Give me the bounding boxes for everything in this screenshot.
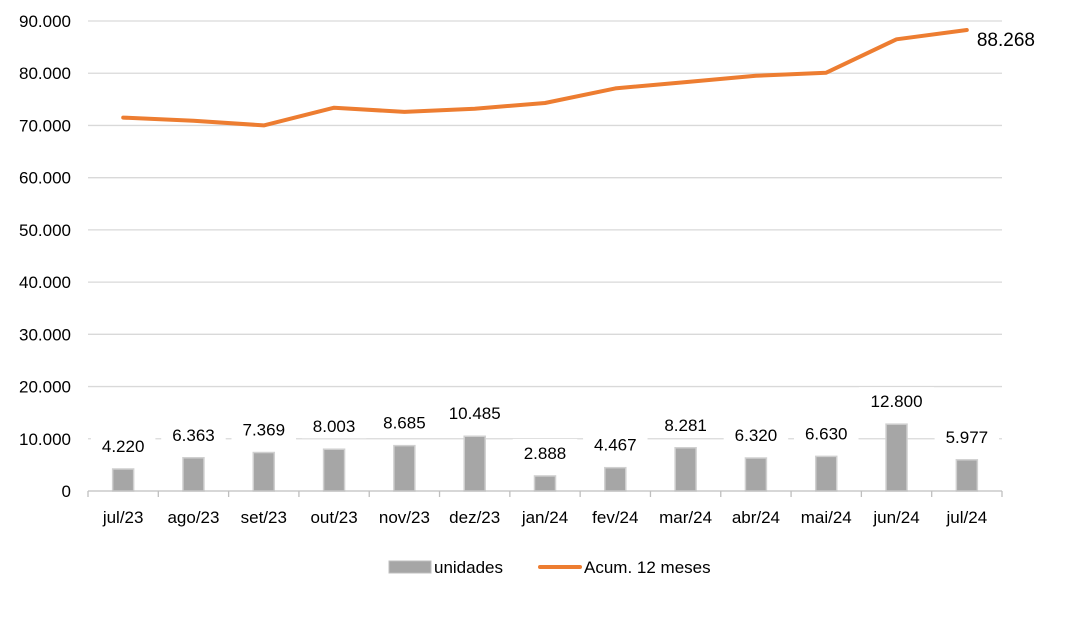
x-tick-label: fev/24	[592, 508, 638, 527]
bar-label-bg	[653, 410, 718, 437]
y-tick-label: 60.000	[19, 169, 71, 188]
bar-data-label: 8.281	[664, 416, 707, 435]
legend-swatch-unidades	[388, 560, 432, 574]
bar	[604, 466, 627, 492]
bar-data-label: 10.485	[449, 404, 501, 423]
x-tick-label: jul/24	[946, 508, 988, 527]
bar-data-label: 6.363	[172, 426, 215, 445]
y-tick-label: 10.000	[19, 430, 71, 449]
legend-label-acum: Acum. 12 meses	[584, 558, 711, 577]
line-path	[121, 28, 969, 128]
y-axis-ticks: 0 10.000 20.000 30.000 40.000 50.000 60.000 70.…	[19, 12, 71, 501]
x-tick-label: out/23	[310, 508, 357, 527]
bar-label-bg	[934, 422, 1000, 449]
bar-data-label: 6.320	[735, 426, 778, 445]
x-tick-label: ago/23	[167, 508, 219, 527]
bar-data-label: 12.800	[871, 392, 923, 411]
line-series-acum-12-meses: 88.268	[121, 28, 1035, 128]
bar-label-bg	[231, 415, 297, 442]
bar	[814, 455, 838, 492]
bar-data-label: 4.220	[102, 437, 145, 456]
x-tick-label: jul/23	[102, 508, 144, 527]
line-last-value-label: 88.268	[977, 30, 1035, 51]
bar-label-bg	[793, 419, 859, 446]
bar-label-bg	[161, 420, 226, 447]
bar	[111, 468, 135, 492]
bar-data-labels: 4.220 6.363 7.369 8.003 8.685 10.485 2.888 4.46…	[90, 387, 1000, 465]
bar	[955, 459, 979, 492]
legend-label-unidades: unidades	[434, 558, 503, 577]
y-tick-label: 20.000	[19, 378, 71, 397]
bar-data-label: 8.003	[313, 417, 356, 436]
x-axis: jul/23 ago/23 set/23 out/23 nov/23 dez/23 jan/…	[87, 490, 1003, 527]
x-tick-label: dez/23	[449, 508, 500, 527]
bar	[182, 457, 205, 492]
x-tick-label: jun/24	[872, 508, 919, 527]
bar-data-label: 5.977	[946, 428, 989, 447]
x-tick-label: set/23	[241, 508, 287, 527]
y-tick-label: 80.000	[19, 64, 71, 83]
gridlines	[88, 20, 1002, 440]
y-tick-label: 30.000	[19, 325, 71, 344]
bar-data-label: 7.369	[242, 421, 285, 440]
bar-data-label: 2.888	[524, 444, 567, 463]
y-tick-label: 70.000	[19, 116, 71, 135]
legend: unidades Acum. 12 meses	[388, 558, 711, 577]
y-tick-label: 90.000	[19, 12, 71, 31]
bar-data-label: 8.685	[383, 414, 426, 433]
bar-label-bg	[372, 408, 437, 435]
bar-label-bg	[723, 420, 789, 447]
bar-label-bg	[437, 399, 513, 426]
bar	[393, 444, 416, 492]
y-tick-label: 0	[62, 482, 71, 501]
y-tick-label: 40.000	[19, 273, 71, 292]
bar	[322, 448, 346, 492]
x-tick-label: abr/24	[732, 508, 780, 527]
bar-data-label: 4.467	[594, 436, 637, 455]
bar-label-bg	[512, 438, 578, 465]
bar	[252, 451, 276, 492]
x-tick-label: mai/24	[801, 508, 852, 527]
bar-label-bg	[90, 431, 156, 458]
bar-label-bg	[301, 412, 367, 439]
bar	[885, 423, 908, 492]
bar-label-bg	[859, 387, 935, 414]
bar	[463, 435, 486, 492]
x-tick-label: nov/23	[379, 508, 430, 527]
x-tick-label: jan/24	[521, 508, 568, 527]
bar	[674, 447, 697, 492]
y-tick-label: 50.000	[19, 221, 71, 240]
bar-label-bg	[583, 430, 648, 457]
bar-data-label: 6.630	[805, 424, 848, 443]
bar	[533, 475, 557, 492]
x-tick-label: mar/24	[659, 508, 712, 527]
bar	[744, 457, 768, 492]
